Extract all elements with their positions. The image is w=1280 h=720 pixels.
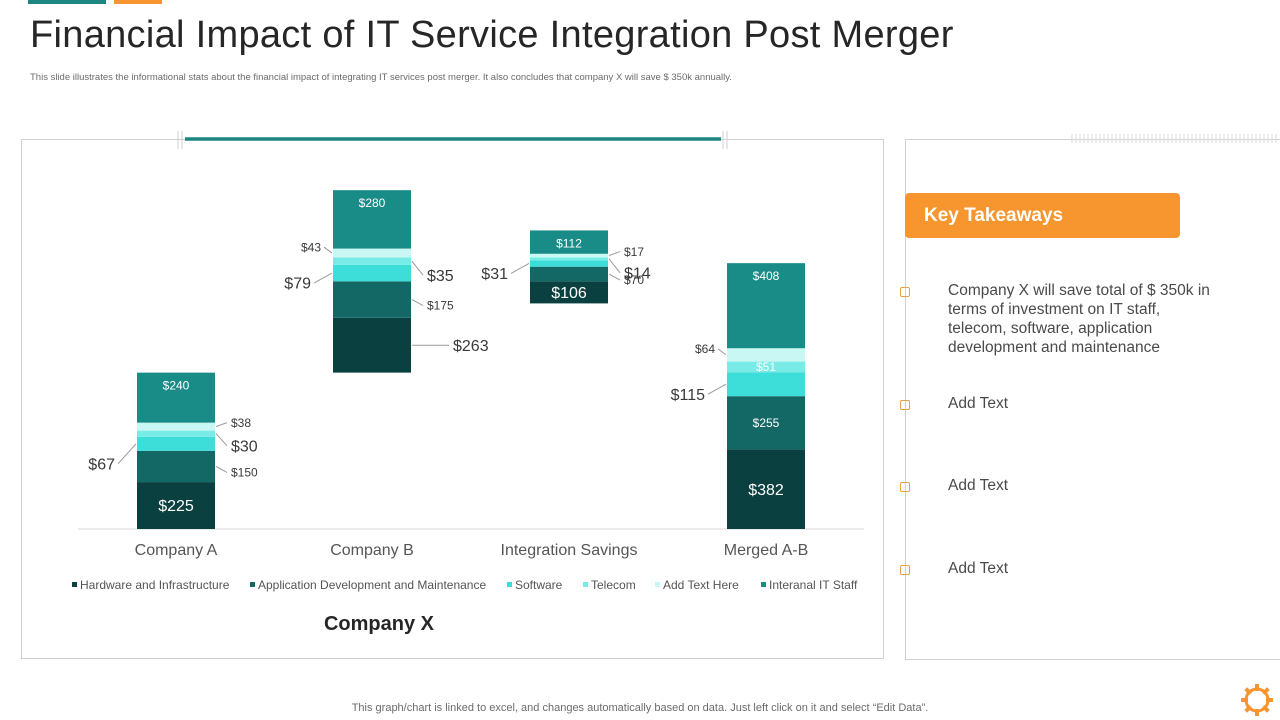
bar-segment[interactable] <box>137 450 215 483</box>
data-label: $263 <box>453 338 489 355</box>
takeaway-text: Add Text <box>948 477 1009 494</box>
leader-line <box>215 422 228 428</box>
bar-segment[interactable] <box>727 263 805 349</box>
bar-segment[interactable] <box>333 248 411 258</box>
leader-line <box>117 443 137 465</box>
data-label: $35 <box>427 268 454 285</box>
bar-segment[interactable] <box>530 253 608 258</box>
legend-label: Add Text Here <box>663 578 739 592</box>
takeaway-text: Add Text <box>948 560 1009 577</box>
data-label: $14 <box>624 265 651 282</box>
bar-segment[interactable] <box>727 372 805 397</box>
leader-line <box>608 251 621 257</box>
data-label: $175 <box>427 299 454 313</box>
legend-label: Software <box>515 578 563 592</box>
bar-segment[interactable] <box>137 372 215 423</box>
footer-note: This graph/chart is linked to excel, and… <box>351 702 929 714</box>
data-label: $30 <box>231 438 258 455</box>
takeaway-text: Add Text <box>948 395 1009 412</box>
bar-segment[interactable] <box>727 348 805 362</box>
accent-bar-teal <box>28 0 106 4</box>
data-label: $51 <box>756 360 776 374</box>
bar-segment[interactable] <box>333 317 411 373</box>
legend-label: Telecom <box>591 578 636 592</box>
bullet-square-icon <box>900 287 910 297</box>
key-takeaways-header: Key Takeaways <box>905 193 1180 238</box>
bar-segment[interactable] <box>333 264 411 282</box>
bar-segment[interactable] <box>333 281 411 318</box>
data-label: $150 <box>231 466 258 480</box>
leader-line <box>608 273 621 281</box>
data-label: $225 <box>158 498 194 515</box>
data-label: $70 <box>624 273 644 287</box>
data-label: $31 <box>481 266 508 283</box>
leader-line <box>411 260 424 276</box>
bullet-square-icon <box>900 482 910 492</box>
chart-title: Company X <box>324 613 435 635</box>
category-label: Company A <box>135 542 218 559</box>
data-label: $115 <box>671 387 706 404</box>
bar-segment[interactable] <box>137 482 215 529</box>
bar-segment[interactable] <box>137 430 215 437</box>
chart-panel[interactable]: $225 $150 $67 $30 $38 $240 Company A $263 $175 $7… <box>21 139 884 659</box>
data-label: $38 <box>231 416 251 430</box>
legend-swatch[interactable] <box>761 582 766 587</box>
legend-swatch[interactable] <box>72 582 77 587</box>
category-label: Merged A-B <box>724 542 808 559</box>
data-label: $79 <box>284 276 311 293</box>
takeaway-text: Company X will save total of $ 350k in t… <box>948 282 1210 356</box>
gear-icon <box>1241 684 1273 716</box>
data-label: $255 <box>753 416 780 430</box>
bullet-square-icon <box>900 565 910 575</box>
legend-swatch[interactable] <box>655 582 660 587</box>
data-label: $280 <box>359 196 386 210</box>
bar-segment[interactable] <box>530 281 608 304</box>
bullet-square-icon <box>900 400 910 410</box>
data-label: $64 <box>695 342 715 356</box>
data-label: $106 <box>551 285 587 302</box>
legend-label: Application Development and Maintenance <box>258 578 486 592</box>
data-label: $17 <box>624 245 644 259</box>
bar-segment[interactable] <box>727 361 805 373</box>
bar-segment[interactable] <box>530 266 608 282</box>
bar-segment[interactable] <box>530 257 608 261</box>
data-label: $67 <box>88 456 115 473</box>
legend-label: Interanal IT Staff <box>769 578 858 592</box>
bar-segment[interactable] <box>727 449 805 529</box>
page-title: Financial Impact of IT Service Integrati… <box>30 14 954 56</box>
legend-swatch[interactable] <box>250 582 255 587</box>
leader-line <box>215 466 228 473</box>
accent-bar-orange <box>114 0 162 4</box>
leader-line <box>215 433 228 447</box>
bar-segment[interactable] <box>727 396 805 450</box>
data-label: $43 <box>301 240 321 254</box>
category-label: Integration Savings <box>501 542 638 559</box>
bar-segment[interactable] <box>333 257 411 265</box>
data-label: $382 <box>748 482 784 499</box>
data-label: $408 <box>753 269 780 283</box>
stacked-bar-chart[interactable]: $225 $150 $67 $30 $38 $240 Company A $263 $175 $7… <box>22 140 883 658</box>
bar-segment[interactable] <box>530 230 608 254</box>
leader-line <box>510 263 530 274</box>
leader-line <box>313 272 333 284</box>
legend-swatch[interactable] <box>507 582 512 587</box>
bar-segment[interactable] <box>530 260 608 267</box>
legend-label: Hardware and Infrastructure <box>80 578 230 592</box>
side-panel-hatch-decoration <box>1071 134 1277 143</box>
bar-segment[interactable] <box>137 422 215 431</box>
leader-line <box>323 246 333 254</box>
leader-line <box>707 383 727 395</box>
data-label: $240 <box>163 379 190 393</box>
leader-line <box>411 299 424 306</box>
category-label: Company B <box>330 542 414 559</box>
page-subtitle: This slide illustrates the informational… <box>30 72 732 83</box>
leader-line <box>717 348 727 356</box>
leader-line <box>608 258 621 274</box>
bar-segment[interactable] <box>137 436 215 451</box>
data-label: $112 <box>556 236 582 250</box>
bar-segment[interactable] <box>333 190 411 249</box>
panel-decorations <box>177 131 1277 149</box>
legend-swatch[interactable] <box>583 582 588 587</box>
